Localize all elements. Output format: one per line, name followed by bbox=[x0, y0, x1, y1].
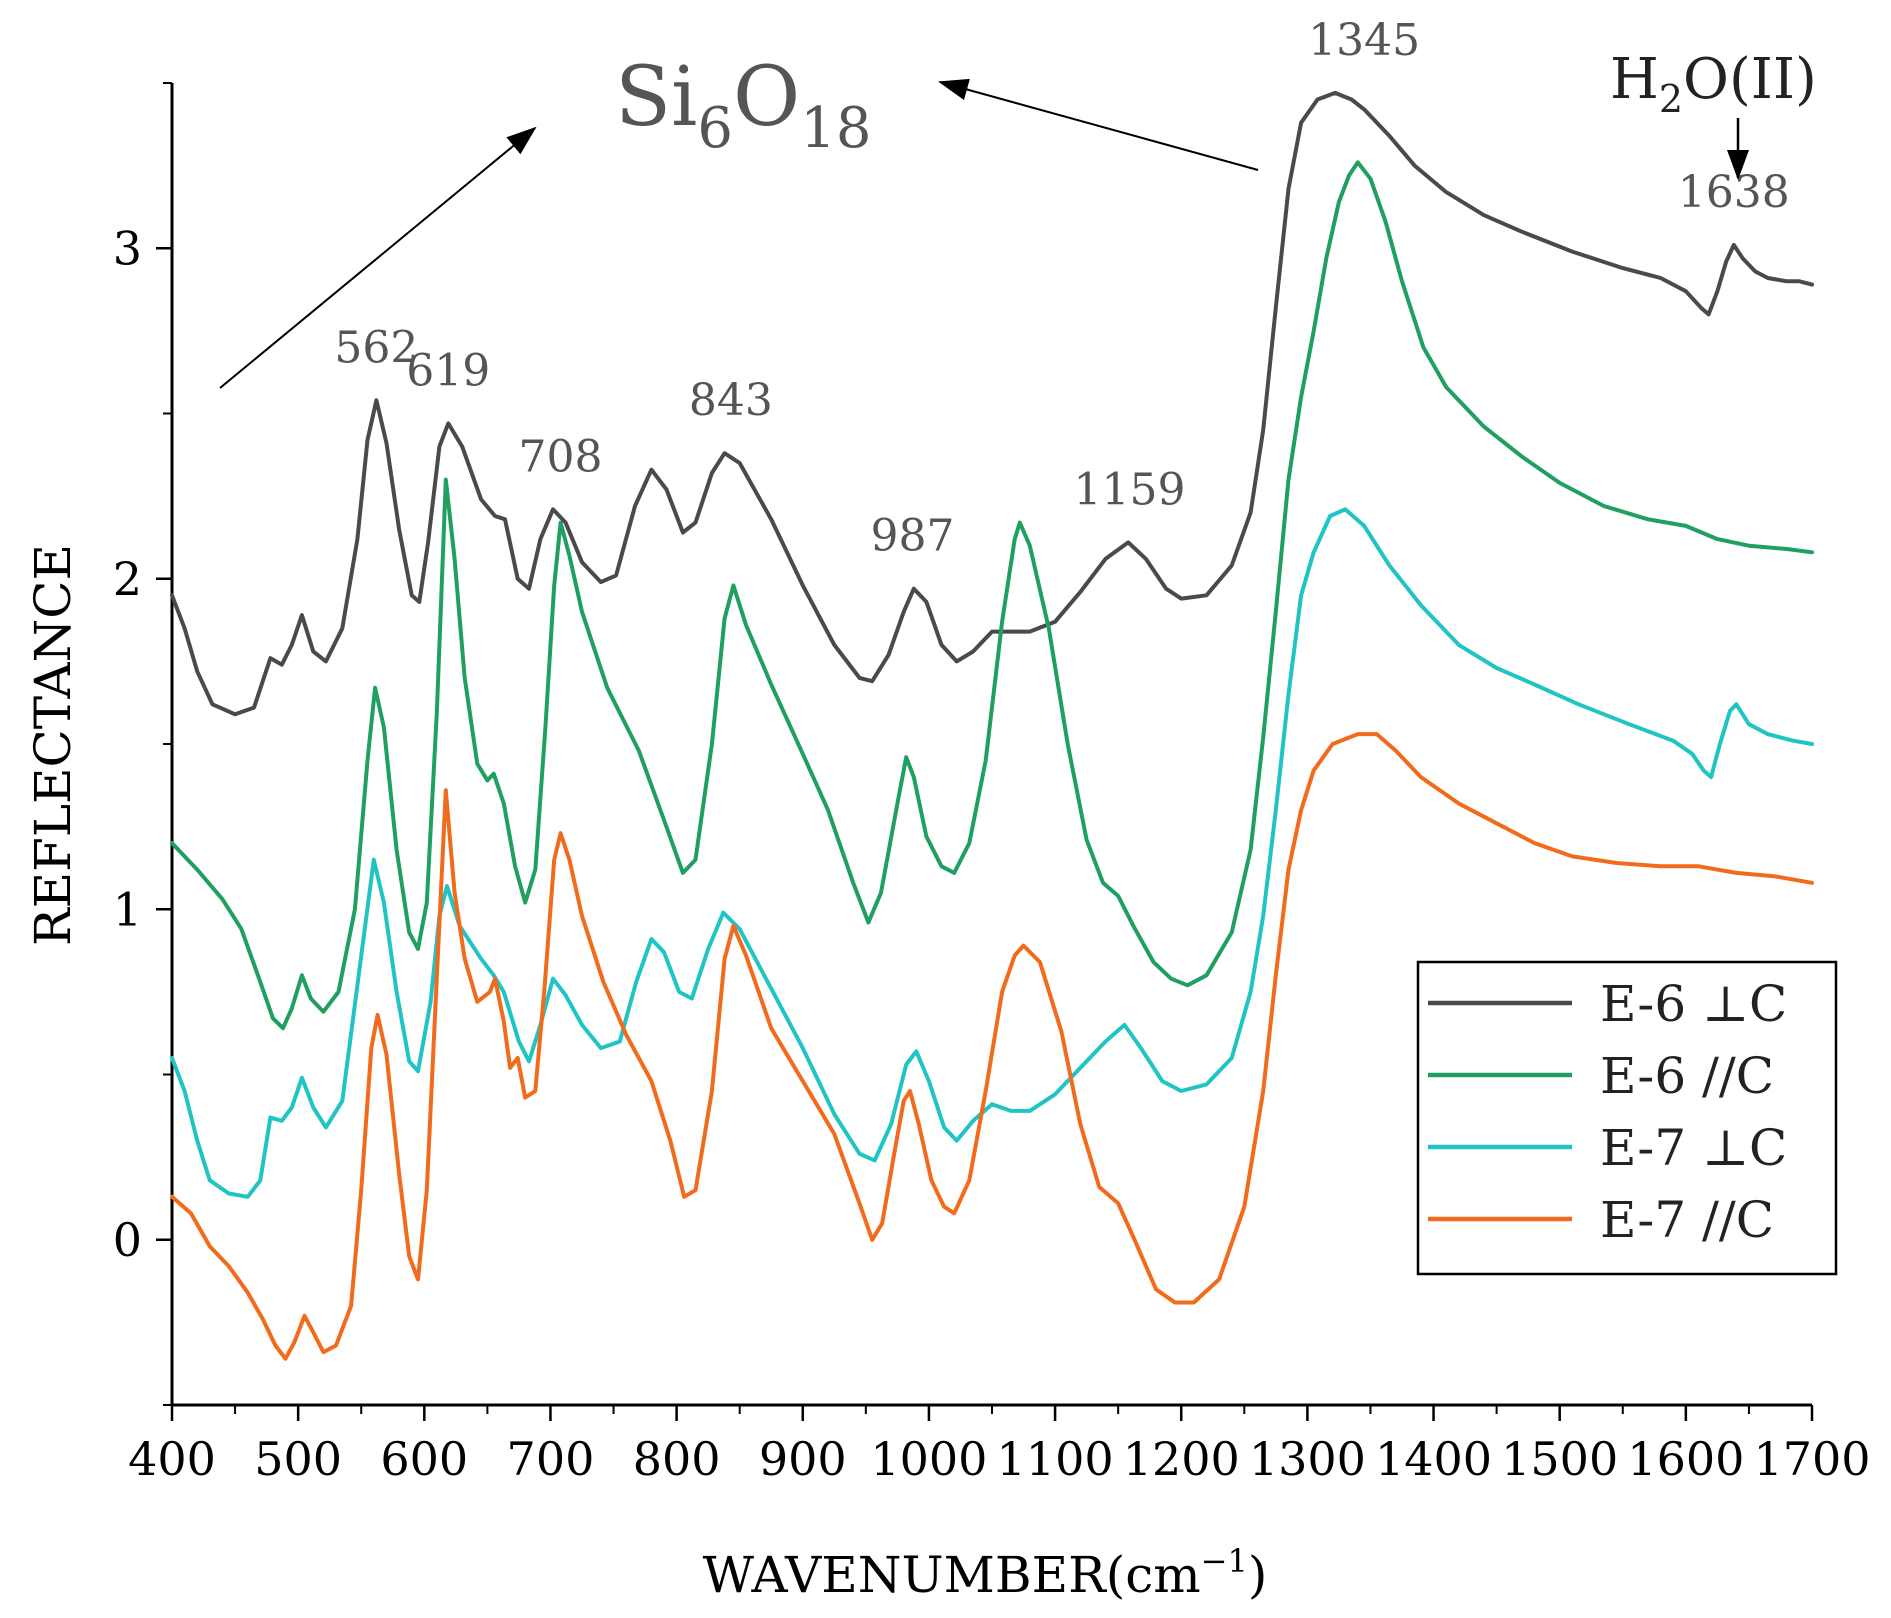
series-line-2 bbox=[170, 160, 1814, 1031]
legend-label-1: E-6 ⊥C bbox=[1600, 975, 1787, 1033]
legend-label-2: E-6 //C bbox=[1600, 1047, 1774, 1105]
legend-label-3: E-7 ⊥C bbox=[1600, 1119, 1787, 1177]
si-arrow-right bbox=[938, 78, 1259, 171]
legend: E-6 ⊥C E-6 //C E-7 ⊥C E-7 //C bbox=[1416, 960, 1838, 1276]
y-tick-label: 3 bbox=[113, 221, 142, 275]
x-tick-label: 800 bbox=[633, 1432, 721, 1486]
legend-label-4: E-7 //C bbox=[1600, 1191, 1774, 1249]
series-line-4 bbox=[170, 732, 1814, 1361]
x-tick-label: 1500 bbox=[1501, 1432, 1618, 1486]
x-tick-label: 1200 bbox=[1123, 1432, 1240, 1486]
peak-label-1345: 1345 bbox=[1308, 15, 1420, 66]
x-tick-label: 1100 bbox=[997, 1432, 1114, 1486]
y-tick-label: 2 bbox=[113, 552, 142, 606]
x-tick-label: 1700 bbox=[1753, 1432, 1870, 1486]
series-line-1 bbox=[170, 90, 1814, 717]
peak-label-987: 987 bbox=[871, 511, 955, 562]
y-axis-ticks: 0 1 2 3 bbox=[113, 82, 172, 1406]
x-tick-label: 1300 bbox=[1249, 1432, 1366, 1486]
si6o18-label: Si6O18 bbox=[615, 50, 872, 161]
peak-label-708: 708 bbox=[519, 431, 603, 482]
y-axis-title: REFLECTANCE bbox=[24, 544, 82, 946]
peak-label-562: 562 bbox=[334, 322, 418, 373]
x-tick-label: 1400 bbox=[1375, 1432, 1492, 1486]
x-tick-label: 1600 bbox=[1627, 1432, 1744, 1486]
y-tick-label: 0 bbox=[113, 1213, 142, 1267]
peak-label-619: 619 bbox=[406, 345, 490, 396]
water-label: H2O(II) bbox=[1610, 47, 1817, 121]
x-axis-ticks: 400 500 600 700 800 900 1000 1100 1200 1300 1400 15… bbox=[128, 1405, 1871, 1486]
x-axis-title: WAVENUMBER(cm−1) bbox=[703, 1542, 1268, 1604]
x-tick-label: 600 bbox=[380, 1432, 468, 1486]
x-tick-label: 1000 bbox=[870, 1432, 987, 1486]
x-tick-label: 500 bbox=[254, 1432, 342, 1486]
legend-box bbox=[1416, 960, 1838, 1276]
peak-label-1159: 1159 bbox=[1074, 464, 1186, 515]
x-tick-label: 400 bbox=[128, 1432, 216, 1486]
series-lines bbox=[170, 90, 1814, 1361]
x-tick-label: 700 bbox=[507, 1432, 595, 1486]
peak-label-1638: 1638 bbox=[1678, 167, 1790, 218]
series-line-3 bbox=[170, 507, 1814, 1199]
y-tick-label: 1 bbox=[113, 882, 142, 936]
x-tick-label: 900 bbox=[759, 1432, 847, 1486]
si-arrow-left bbox=[219, 126, 537, 389]
peak-label-843: 843 bbox=[689, 375, 773, 426]
